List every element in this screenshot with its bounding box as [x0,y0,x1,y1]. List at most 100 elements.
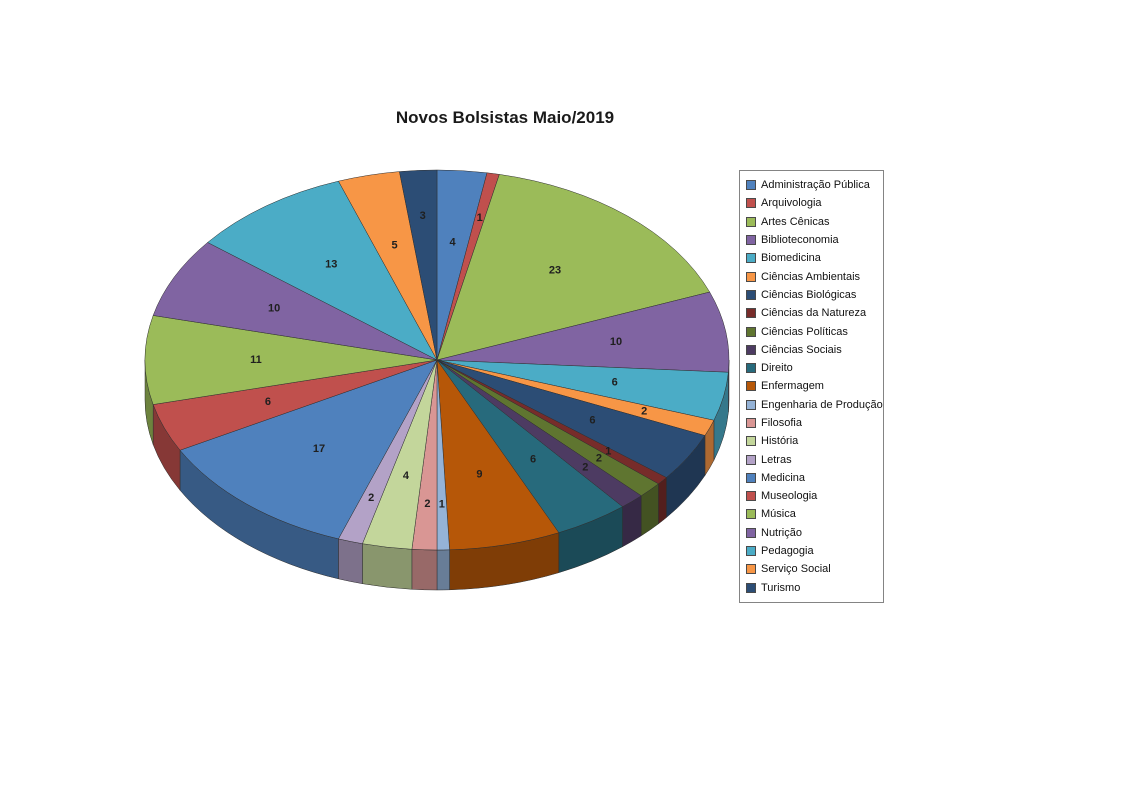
slice-value-label: 6 [265,396,271,408]
slice-value-label: 13 [325,258,337,270]
legend-swatch [746,198,756,209]
legend-label: Ciências Sociais [761,343,842,356]
legend-swatch [746,491,756,502]
slice-value-label: 6 [589,414,595,426]
legend-label: Serviço Social [761,563,831,576]
slice-value-label: 17 [313,443,325,455]
slice-value-label: 2 [424,498,430,510]
legend-item: História [746,432,880,450]
slice-value-label: 11 [250,354,262,366]
pie-slice [144,315,438,405]
pie-slice-side [658,477,667,525]
pie-slice-side [411,549,438,591]
slice-value-label: 9 [476,468,482,480]
legend-item: Turismo [746,579,880,597]
legend-item: Medicina [746,469,880,487]
legend-swatch [746,381,756,392]
slice-value-label: 23 [549,265,561,277]
legend-item: Pedagogia [746,542,880,560]
legend-swatch [746,271,756,282]
legend-label: Engenharia de Produção [761,398,883,411]
legend-item: Ciências Sociais [746,341,880,359]
pie-slice [207,180,438,361]
pie-slice-side [338,538,363,584]
legend-swatch [746,344,756,355]
slice-value-label: 6 [530,454,536,466]
legend-item: Engenharia de Produção [746,396,883,414]
slice-value-label: 10 [610,336,622,348]
legend-swatch [746,289,756,300]
legend-swatch [746,509,756,520]
legend-item: Biblioteconomia [746,231,880,249]
slice-value-label: 5 [391,239,397,251]
legend-label: Ciências Ambientais [761,270,861,283]
legend-swatch [746,363,756,374]
legend-swatch [746,253,756,264]
slice-value-label: 2 [582,461,588,473]
legend-item: Serviço Social [746,560,880,578]
legend-label: Enfermagem [761,380,824,393]
legend-swatch [746,472,756,483]
pie-slice [179,359,438,540]
legend-item: Artes Cênicas [746,213,880,231]
slice-value-label: 3 [420,210,426,222]
legend-label: Pedagogia [761,545,814,558]
pie-slice [436,291,730,373]
legend-label: Filosofia [761,417,802,429]
legend-item: Direito [746,359,880,377]
legend-label: Nutrição [761,526,802,539]
slice-value-label: 1 [477,212,483,224]
slice-value-label: 4 [403,470,410,482]
legend-label: Administração Pública [761,179,870,192]
slice-value-label: 2 [368,492,374,504]
legend-swatch [746,180,756,191]
legend-label: Biomedicina [761,252,821,265]
legend-item: Ciências da Natureza [746,304,880,322]
chart-title: Novos Bolsistas Maio/2019 [395,108,615,127]
legend-label: Museologia [761,490,818,503]
legend-label: Arquivologia [761,197,822,210]
legend-swatch [746,564,756,575]
legend-item: Ciências Políticas [746,322,880,340]
legend-item: Museologia [746,487,880,505]
legend-item: Enfermagem [746,377,880,395]
legend-item: Biomedicina [746,249,880,267]
legend-label: Medicina [761,471,806,484]
legend-swatch [746,308,756,319]
legend-label: Artes Cênicas [761,215,830,228]
legend-item: Ciências Ambientais [746,267,880,285]
legend-label: História [761,435,799,448]
legend-label: Música [761,508,796,521]
legend-item: Música [746,505,880,523]
pie-slice [399,169,438,361]
legend-label: Turismo [761,581,801,594]
slice-value-label: 6 [612,377,618,389]
pie-slice [152,242,438,361]
legend-item: Arquivologia [746,194,880,212]
legend-swatch [746,418,756,428]
legend-swatch [746,216,756,227]
legend-swatch [746,454,756,465]
legend-swatch [746,326,756,337]
pie-slice-side [362,543,413,590]
legend-item: Nutrição [746,524,880,542]
legend-label: Ciências da Natureza [761,307,867,320]
legend-swatch [746,235,756,246]
legend-swatch [746,436,756,447]
slice-value-label: 1 [439,498,445,510]
slice-value-label: 2 [641,406,647,418]
legend-swatch [746,527,756,538]
legend-label: Direito [761,362,793,375]
slice-value-label: 1 [605,446,611,458]
legend-item: Administração Pública [746,176,880,194]
chart-legend: Administração Pública Arquivologia Artes C… [739,170,884,603]
legend-swatch [746,582,756,593]
legend-item: Letras [746,450,880,468]
slice-value-label: 2 [596,453,602,465]
slice-value-label: 10 [268,302,280,314]
pie-slice-side [436,549,450,591]
legend-label: Biblioteconomia [761,234,839,247]
pie-slice [436,174,710,361]
